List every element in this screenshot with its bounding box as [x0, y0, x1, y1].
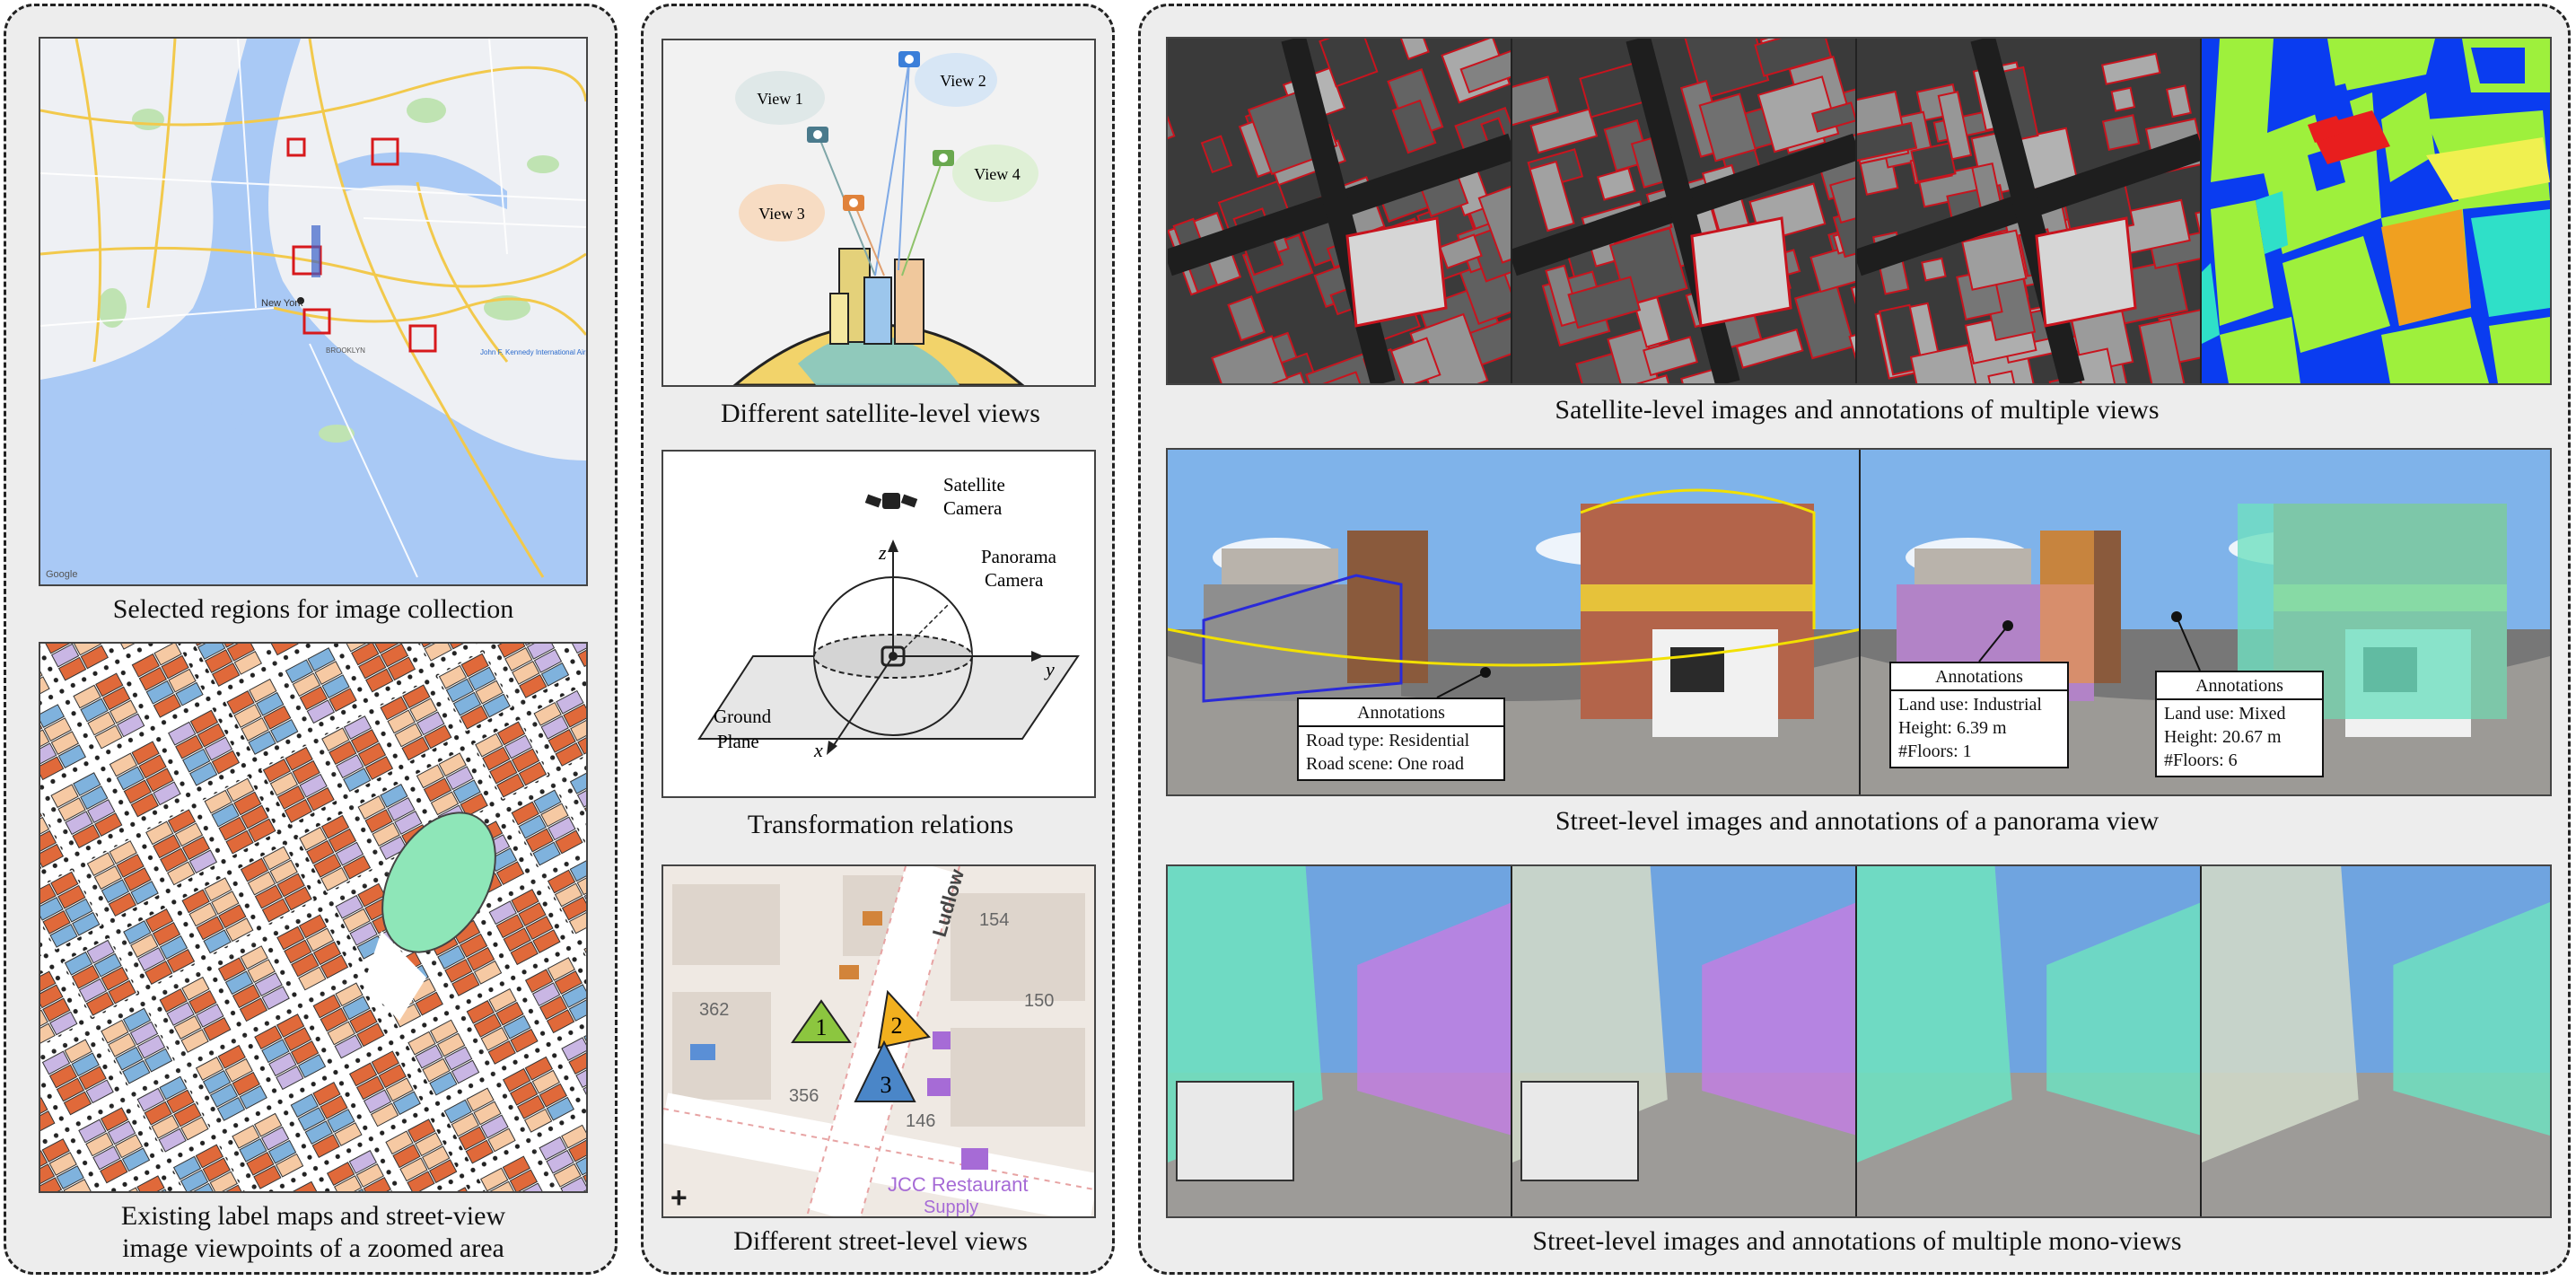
- axis-z-label: z: [878, 541, 887, 564]
- satellite-row: [1166, 37, 2552, 385]
- labelmap-caption-line1: Existing label maps and street-view: [120, 1201, 506, 1231]
- plus-icon[interactable]: +: [670, 1181, 688, 1214]
- viewpoint-3[interactable]: 3: [854, 1040, 916, 1102]
- annotation-line: Land use: Mixed: [2164, 704, 2286, 724]
- view4-bubble: [952, 145, 1038, 202]
- camera-icon: [898, 51, 920, 67]
- view2-bubble: [915, 53, 997, 107]
- svg-text:1: 1: [816, 1014, 828, 1040]
- panorama-label-line2: Camera: [985, 569, 1044, 591]
- panorama-row: Annotations Road type: Residential Road …: [1166, 448, 2552, 796]
- transform-caption: Transformation relations: [747, 810, 1014, 839]
- house-number: 146: [906, 1111, 935, 1131]
- svg-text:3: 3: [881, 1072, 892, 1098]
- view3-label: View 3: [758, 205, 804, 223]
- bench-icon: [690, 1044, 715, 1060]
- store-icon: [961, 1148, 988, 1170]
- panorama-caption: Street-level images and annotations of a…: [1555, 806, 2160, 836]
- label-map-graphic: [40, 644, 586, 1191]
- mono-view-3: [1857, 866, 2202, 1216]
- viewpoint-2[interactable]: 2: [877, 989, 931, 1049]
- satellite-views-diagram: View 1 View 2 View 3 View 4: [662, 39, 1096, 387]
- mono-view-4: [2202, 866, 2550, 1216]
- cafe-icon: [839, 965, 859, 979]
- annotation-line: #Floors: 6: [2164, 750, 2238, 770]
- street-view-map: Ludlow Street 154 362 150 356 146 JCC Re…: [662, 864, 1096, 1218]
- labelmap-caption: Existing label maps and street-view imag…: [6, 1200, 620, 1265]
- mono-view-2: [1512, 866, 1857, 1216]
- house-number: 150: [1024, 991, 1054, 1011]
- left-panel: New York BROOKLYN John F. Kennedy Intern…: [4, 4, 618, 1275]
- annotation-title: Annotations: [1299, 701, 1503, 727]
- regions-caption: Selected regions for image collection: [112, 594, 514, 624]
- street-map-graphic: Ludlow Street 154 362 150 356 146 JCC Re…: [663, 866, 1094, 1216]
- annotation-line: Land use: Industrial: [1898, 695, 2042, 715]
- house-number: 362: [699, 1000, 729, 1020]
- view4-label: View 4: [974, 165, 1020, 183]
- ground-label-line2: Plane: [717, 731, 759, 752]
- right-panel: Satellite-level images and annotations o…: [1138, 4, 2571, 1275]
- region-map-graphic: New York BROOKLYN John F. Kennedy Intern…: [40, 39, 586, 584]
- satellite-icon: [864, 493, 918, 509]
- brooklyn-label: BROOKLYN: [326, 347, 365, 355]
- view2-label: View 2: [940, 72, 986, 90]
- annotation-line: Road scene: One road: [1306, 754, 1465, 774]
- satellite-image-2: [1512, 39, 1857, 383]
- labelmap-caption-line2: image viewpoints of a zoomed area: [122, 1233, 504, 1263]
- ground-label-line1: Ground: [714, 706, 772, 727]
- middle-panel: View 1 View 2 View 3 View 4 Different sa…: [641, 4, 1115, 1275]
- place-label-line2: Supply: [924, 1198, 978, 1216]
- panorama-camera-icon: [881, 645, 906, 667]
- annotation-mixed: Annotations Land use: Mixed Height: 20.6…: [2155, 671, 2324, 777]
- transformation-diagram: z y x Satellite Camera Panorama Camera G…: [662, 450, 1096, 798]
- camera-icon: [933, 150, 954, 166]
- satellite-views-graphic: View 1 View 2 View 3 View 4: [663, 40, 1094, 385]
- new-york-label: New York: [261, 298, 303, 309]
- region-map: New York BROOKLYN John F. Kennedy Intern…: [39, 37, 588, 586]
- mono-caption: Street-level images and annotations of m…: [1532, 1226, 2182, 1256]
- annotation-title: Annotations: [2157, 674, 2322, 700]
- view1-label: View 1: [757, 90, 802, 108]
- annotation-line: Road type: Residential: [1306, 731, 1470, 750]
- view3-bubble: [739, 184, 825, 241]
- axis-x-label: x: [813, 739, 823, 761]
- satellite-label-line1: Satellite: [943, 474, 1005, 496]
- mono-views-row: [1166, 864, 2552, 1218]
- viewpoint-1[interactable]: 1: [791, 999, 852, 1043]
- satellite-image-1: [1168, 39, 1512, 383]
- place-label: JCC Restaurant: [888, 1173, 1029, 1196]
- annotation-line: Height: 20.67 m: [2164, 727, 2282, 747]
- shop-icon: [927, 1078, 951, 1096]
- ground-plane: [697, 655, 1080, 740]
- panorama-image-outline: [1168, 450, 1861, 794]
- label-map: [39, 642, 588, 1193]
- annotation-title: Annotations: [1891, 665, 2067, 691]
- camera-icon: [843, 195, 864, 211]
- segmentation-map: [2202, 39, 2550, 383]
- house-number: 356: [789, 1086, 819, 1106]
- view1-bubble: [735, 71, 825, 125]
- restaurant-icon: [933, 1031, 951, 1049]
- house-number: 154: [979, 910, 1009, 930]
- svg-text:2: 2: [891, 1013, 903, 1039]
- panorama-label-line1: Panorama: [981, 546, 1057, 567]
- axis-y-label: y: [1044, 658, 1055, 680]
- street-caption: Different street-level views: [733, 1226, 1028, 1256]
- annotation-line: #Floors: 1: [1898, 741, 1972, 761]
- satellite-image-3: [1857, 39, 2202, 383]
- satellite-caption: Satellite-level images and annotations o…: [1555, 395, 2160, 425]
- satellite-label-line2: Camera: [943, 497, 1003, 519]
- annotation-road: Annotations Road type: Residential Road …: [1297, 698, 1505, 781]
- camera-icon: [807, 127, 828, 143]
- annotation-line: Height: 6.39 m: [1898, 718, 2007, 738]
- google-logo: Google: [46, 569, 77, 580]
- jfk-label: John F. Kennedy International Airport: [480, 348, 586, 356]
- cafe-icon: [863, 911, 882, 926]
- mono-view-1: [1168, 866, 1512, 1216]
- transformation-graphic: z y x Satellite Camera Panorama Camera G…: [697, 474, 1080, 761]
- views-caption: Different satellite-level views: [721, 399, 1040, 428]
- annotation-industrial: Annotations Land use: Industrial Height:…: [1889, 662, 2069, 768]
